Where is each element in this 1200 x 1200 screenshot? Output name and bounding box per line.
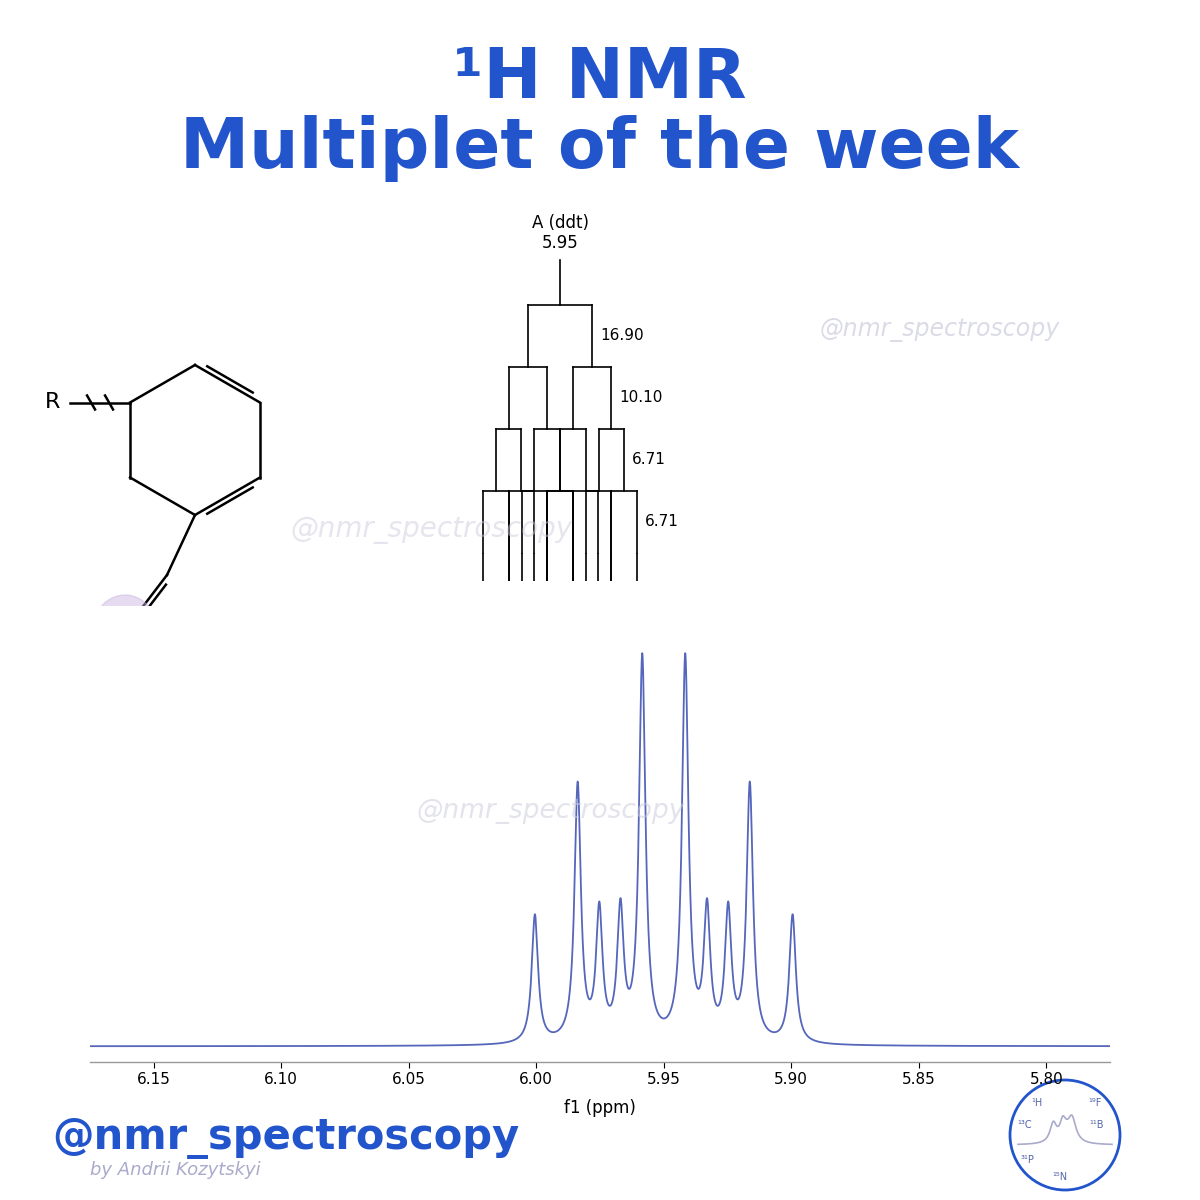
Text: ¹⁵N: ¹⁵N xyxy=(1052,1172,1068,1182)
Text: Multiplet of the week: Multiplet of the week xyxy=(180,115,1020,182)
Text: 10.10: 10.10 xyxy=(619,390,662,406)
Text: @nmr_spectroscopy: @nmr_spectroscopy xyxy=(52,1117,520,1159)
Text: 6.71: 6.71 xyxy=(632,452,666,468)
Text: R: R xyxy=(44,392,60,413)
Text: by Andrii Kozytskyi: by Andrii Kozytskyi xyxy=(90,1162,260,1178)
Text: @nmr_spectroscopy: @nmr_spectroscopy xyxy=(416,798,685,824)
Text: 6.71: 6.71 xyxy=(644,515,679,529)
Circle shape xyxy=(95,595,155,655)
Text: ¹³C: ¹³C xyxy=(1018,1120,1032,1130)
Text: ¹¹B: ¹¹B xyxy=(1090,1120,1104,1130)
Text: ¹H NMR: ¹H NMR xyxy=(454,44,746,112)
Text: @nmr_spectroscopy: @nmr_spectroscopy xyxy=(290,516,572,544)
Text: ¹⁹F: ¹⁹F xyxy=(1088,1098,1102,1108)
Text: A (ddt): A (ddt) xyxy=(532,214,588,232)
Text: 16.90: 16.90 xyxy=(600,329,643,343)
Text: ¹H: ¹H xyxy=(1031,1098,1043,1108)
Text: ³¹P: ³¹P xyxy=(1020,1154,1034,1165)
Text: 5.95: 5.95 xyxy=(541,234,578,252)
Text: @nmr_spectroscopy: @nmr_spectroscopy xyxy=(820,318,1061,342)
X-axis label: f1 (ppm): f1 (ppm) xyxy=(564,1098,636,1116)
